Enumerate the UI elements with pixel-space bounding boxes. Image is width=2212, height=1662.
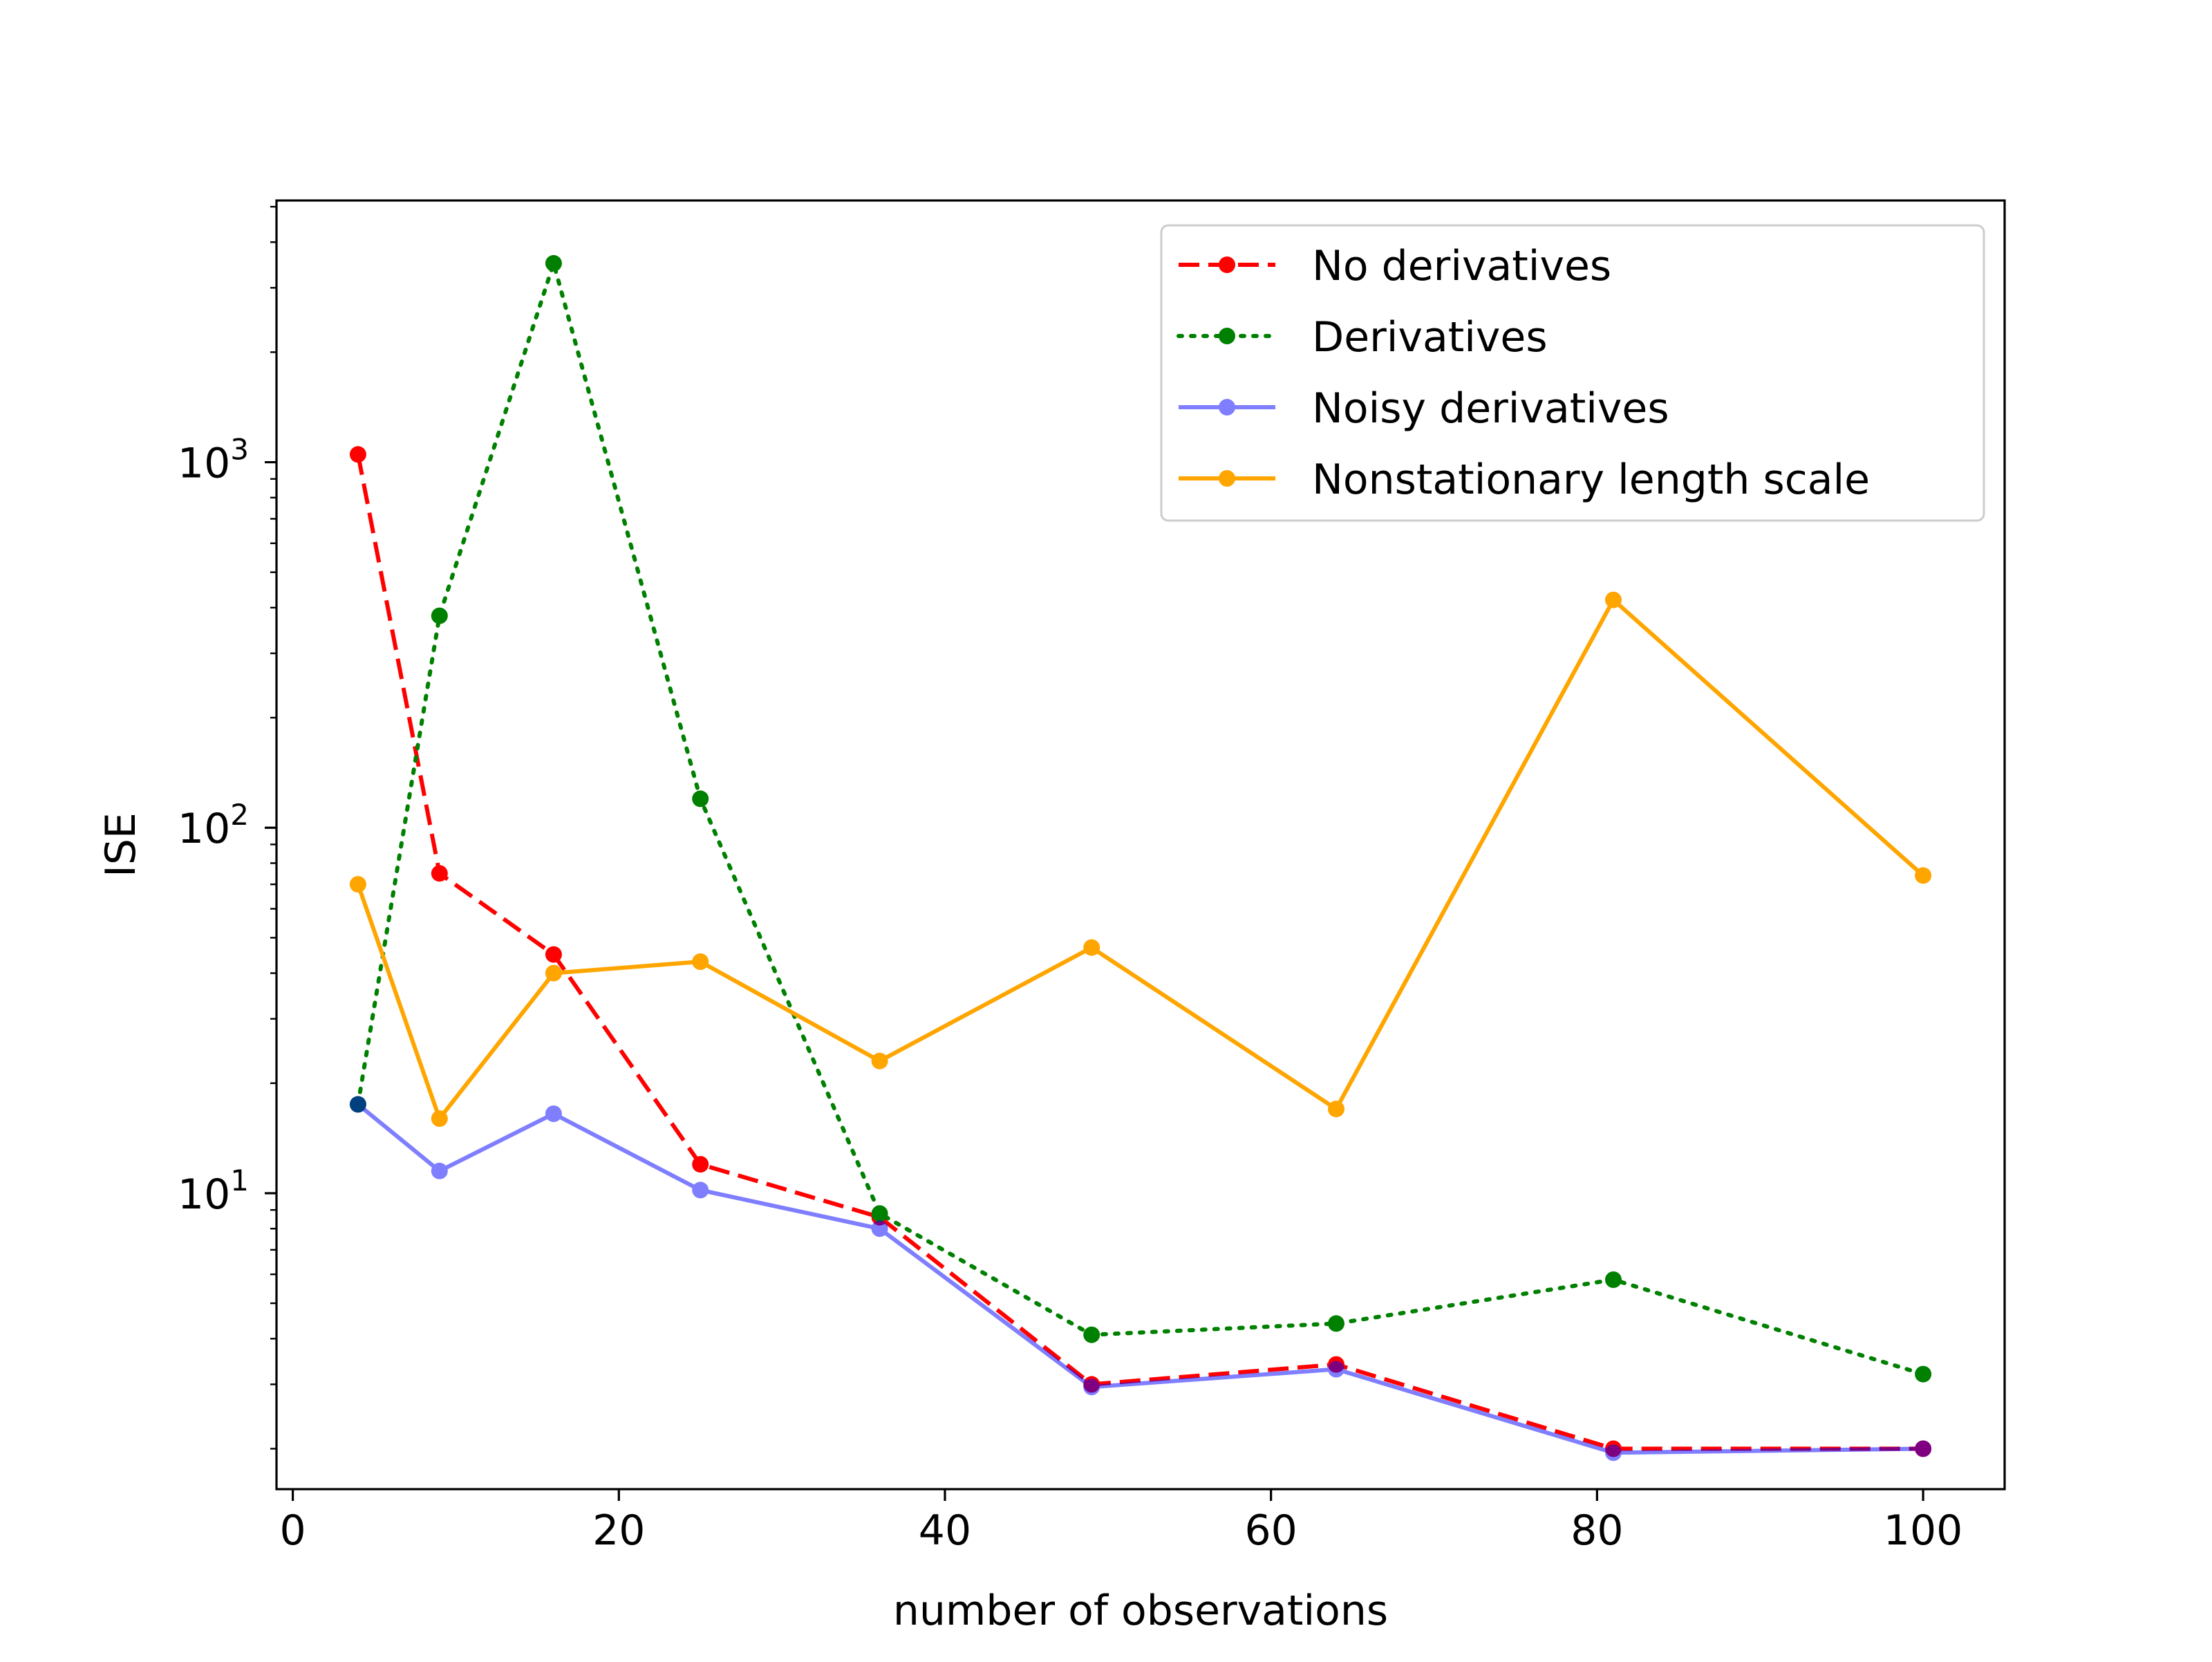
data-point (1915, 1440, 1932, 1457)
data-point (431, 607, 448, 624)
x-tick-label: 0 (279, 1506, 306, 1555)
data-point (1083, 1326, 1100, 1343)
data-point (349, 446, 366, 463)
data-point (1915, 1365, 1932, 1383)
legend-label: Noisy derivatives (1312, 384, 1669, 433)
y-tick-label: 103 (178, 433, 249, 488)
series-layer (349, 254, 1932, 1462)
data-point (692, 953, 709, 970)
data-point (1605, 1271, 1622, 1288)
legend-entry (1179, 399, 1275, 416)
data-point (431, 865, 448, 882)
data-point (1605, 591, 1622, 608)
legend-label: Nonstationary length scale (1312, 456, 1870, 504)
series-nonstationary-length-scale (349, 591, 1932, 1127)
data-point (545, 964, 562, 982)
y-tick-label: 101 (178, 1164, 249, 1219)
legend-marker (1219, 399, 1235, 416)
legend-label: Derivatives (1312, 313, 1548, 362)
data-point (431, 1162, 448, 1179)
x-axis: 0 20 40 60 80 100 (279, 1489, 1962, 1555)
data-point (871, 1205, 888, 1222)
legend-entry (1177, 328, 1277, 344)
legend-marker (1219, 328, 1235, 344)
data-point (1083, 939, 1100, 956)
y-axis: 101 102 103 (178, 205, 276, 1450)
data-point (1328, 1361, 1344, 1378)
data-point (1328, 1101, 1344, 1118)
data-point (871, 1052, 888, 1070)
series-derivatives (349, 254, 1932, 1383)
x-tick-label: 100 (1884, 1506, 1963, 1555)
y-tick-label: 102 (178, 798, 249, 853)
data-point (545, 1105, 562, 1122)
data-point (1915, 867, 1932, 884)
x-tick-label: 80 (1571, 1506, 1623, 1555)
legend-box (1160, 224, 1985, 522)
legend-marker (1219, 470, 1235, 487)
data-point (692, 790, 709, 807)
data-point (1605, 1444, 1622, 1462)
legend-entry (1179, 256, 1275, 273)
series-line (355, 261, 1926, 1376)
data-point (1083, 1379, 1100, 1396)
y-axis-label: ISE (97, 812, 145, 877)
legend-marker (1219, 256, 1235, 273)
data-point (349, 876, 366, 893)
data-point (1328, 1315, 1344, 1332)
legend-entry (1179, 470, 1275, 487)
data-point (692, 1182, 709, 1199)
x-tick-label: 60 (1244, 1506, 1297, 1555)
series-noisy-derivatives (349, 1096, 1932, 1462)
data-point (545, 254, 562, 272)
x-tick-label: 20 (592, 1506, 645, 1555)
legend: No derivatives Derivatives Noisy derivativ… (1160, 224, 1985, 522)
data-point (349, 1096, 366, 1113)
x-axis-label: number of observations (893, 1587, 1388, 1635)
data-point (871, 1220, 888, 1238)
data-point (431, 1110, 448, 1127)
x-tick-label: 40 (919, 1506, 971, 1555)
data-point (545, 946, 562, 963)
legend-label: No derivatives (1312, 242, 1611, 290)
data-point (692, 1156, 709, 1173)
